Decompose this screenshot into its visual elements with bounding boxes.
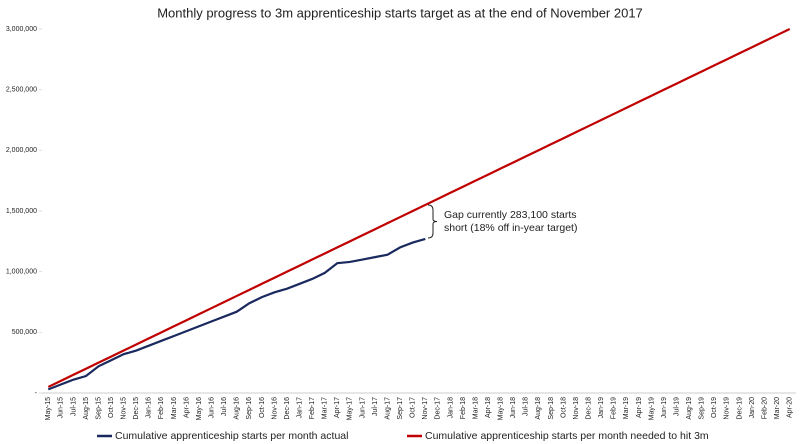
x-tick-label: May-15 [45, 397, 52, 420]
legend-label: Cumulative apprenticeship starts per mon… [115, 430, 348, 442]
x-tick-label: Dec-16 [284, 397, 291, 420]
x-tick-label: Apr-16 [183, 397, 190, 418]
annotation: short (18% off in-year target) [444, 222, 577, 234]
gap-brace [427, 204, 438, 239]
x-tick-label: Jul-16 [221, 397, 228, 416]
x-tick-label: Jan-18 [447, 397, 454, 419]
x-tick-label: Nov-19 [724, 397, 731, 420]
x-tick-label: Apr-17 [334, 397, 341, 418]
x-tick-label: Sep-18 [548, 397, 555, 420]
x-tick-label: Nov-16 [271, 397, 278, 420]
y-tick-label: - [35, 390, 38, 397]
series-line [47, 237, 426, 391]
y-tick-label: 2,500,000 [6, 87, 37, 94]
x-tick-label: Feb-18 [460, 397, 467, 419]
x-tick-label: Oct-18 [560, 397, 567, 418]
x-tick-label: Jun-15 [58, 397, 65, 419]
annotation: Gap currently 283,100 starts [444, 209, 577, 221]
x-tick-label: Jul-15 [70, 397, 77, 416]
x-tick-label: Apr-19 [636, 397, 643, 418]
x-tick-label: May-19 [648, 397, 655, 420]
x-tick-label: Feb-20 [761, 397, 768, 419]
x-tick-label: Feb-17 [309, 397, 316, 419]
x-tick-label: Jul-18 [523, 397, 530, 416]
series-line [47, 28, 791, 388]
x-tick-label: Mar-20 [774, 397, 781, 419]
x-tick-label: Nov-18 [573, 397, 580, 420]
x-tick-label: Aug-17 [384, 397, 391, 420]
x-tick-label: Nov-15 [121, 397, 128, 420]
x-tick-label: May-18 [498, 397, 505, 420]
x-tick-label: Jun-18 [510, 397, 517, 419]
x-tick-label: Jan-20 [749, 397, 756, 419]
x-tick-label: Aug-19 [686, 397, 693, 420]
x-tick-label: Jan-16 [146, 397, 153, 419]
x-tick-label: Jul-17 [372, 397, 379, 416]
y-tick-label: 2,000,000 [6, 147, 37, 154]
x-tick-label: Aug-18 [535, 397, 542, 420]
x-tick-label: Jan-19 [598, 397, 605, 419]
x-tick-label: Apr-18 [485, 397, 492, 418]
x-tick-label: Mar-19 [623, 397, 630, 419]
x-tick-label: Apr-20 [787, 397, 794, 418]
x-tick-label: Mar-16 [171, 397, 178, 419]
x-tick-label: Mar-17 [322, 397, 329, 419]
x-tick-label: Sep-16 [246, 397, 253, 420]
x-tick-label: Jul-19 [673, 397, 680, 416]
y-tick-label: 500,000 [12, 329, 37, 336]
x-tick-label: Dec-15 [133, 397, 140, 420]
x-tick-label: Jun-17 [359, 397, 366, 419]
x-tick-label: Jun-19 [661, 397, 668, 419]
x-tick-label: Nov-17 [422, 397, 429, 420]
x-tick-label: Sep-15 [95, 397, 102, 420]
x-tick-label: Sep-19 [699, 397, 706, 420]
x-tick-label: May-16 [196, 397, 203, 420]
x-tick-label: Aug-15 [83, 397, 90, 420]
x-tick-label: Dec-18 [585, 397, 592, 420]
x-tick-label: Aug-16 [234, 397, 241, 420]
x-tick-label: Sep-17 [397, 397, 404, 420]
y-tick-label: 1,500,000 [6, 208, 37, 215]
x-tick-label: Mar-18 [472, 397, 479, 419]
x-tick-label: Jun-16 [208, 397, 215, 419]
x-tick-label: Oct-15 [108, 397, 115, 418]
x-tick-label: Jan-17 [296, 397, 303, 419]
x-tick-label: Dec-19 [736, 397, 743, 420]
x-tick-label: Feb-16 [158, 397, 165, 419]
y-tick-label: 1,000,000 [6, 269, 37, 276]
x-tick-label: May-17 [347, 397, 354, 420]
x-tick-label: Oct-17 [410, 397, 417, 418]
x-tick-label: Feb-19 [611, 397, 618, 419]
chart-title: Monthly progress to 3m apprenticeship st… [157, 5, 643, 20]
x-tick-label: Dec-17 [435, 397, 442, 420]
y-tick-label: 3,000,000 [6, 26, 37, 33]
legend-label: Cumulative apprenticeship starts per mon… [425, 430, 709, 442]
x-tick-label: Oct-16 [259, 397, 266, 418]
x-tick-label: Oct-19 [711, 397, 718, 418]
